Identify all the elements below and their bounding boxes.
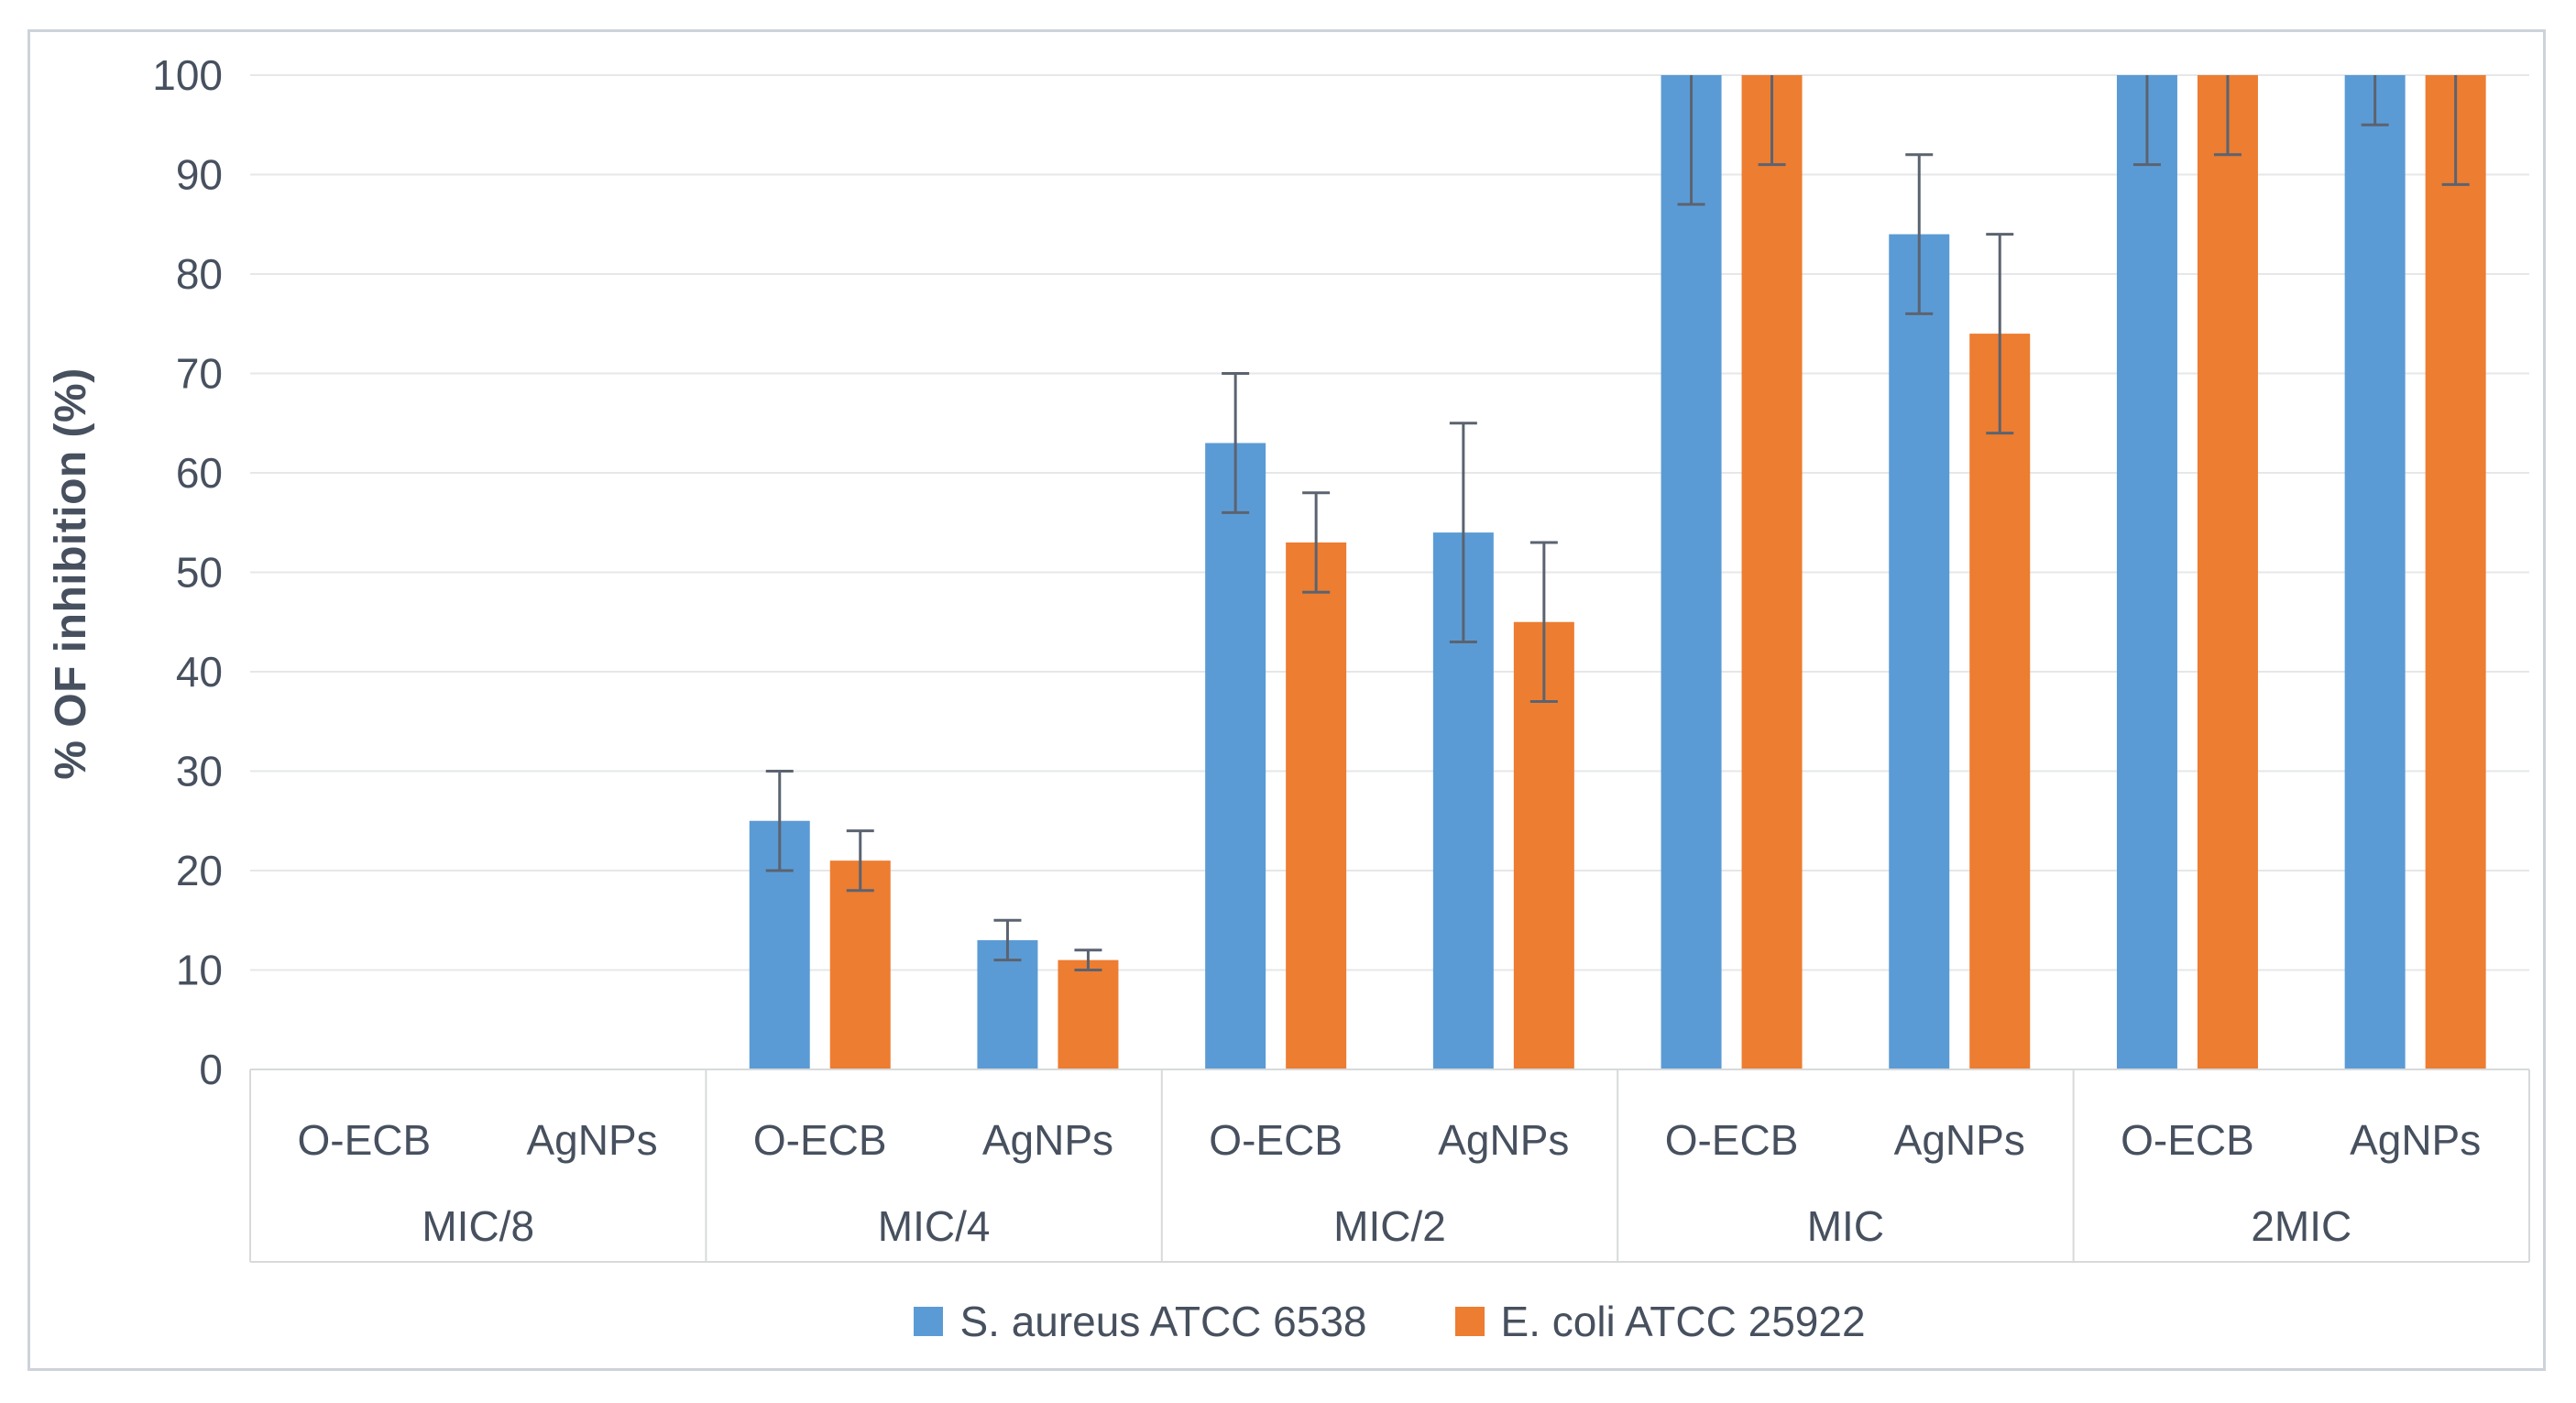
x-group-label-MIC/2: MIC/2 bbox=[1333, 1202, 1446, 1250]
y-axis-title: % OF inhibition (%) bbox=[47, 367, 95, 780]
bar-saureus-MIC/2-O-ECB bbox=[1205, 443, 1266, 1069]
legend-item-e-coli: E. coli ATCC 25922 bbox=[1454, 1297, 1866, 1346]
y-tick-label-40: 40 bbox=[176, 648, 223, 696]
y-tick-label-70: 70 bbox=[176, 350, 223, 398]
y-tick-label-90: 90 bbox=[176, 151, 223, 199]
x-sublabel-MIC/8-O-ECB: O-ECB bbox=[298, 1116, 432, 1164]
y-tick-label-10: 10 bbox=[176, 947, 223, 994]
y-tick-label-100: 100 bbox=[152, 51, 223, 99]
bar-ecoli-MIC/2-O-ECB bbox=[1286, 542, 1347, 1069]
x-sublabel-MIC/8-AgNPs: AgNPs bbox=[526, 1116, 657, 1164]
legend: S. aureus ATCC 6538 E. coli ATCC 25922 bbox=[250, 1287, 2529, 1356]
bar-saureus-2MIC-O-ECB bbox=[2116, 75, 2177, 1069]
bar-ecoli-MIC/4-O-ECB bbox=[829, 860, 891, 1069]
bar-saureus-MIC-O-ECB bbox=[1661, 75, 1722, 1069]
x-sublabel-2MIC-AgNPs: AgNPs bbox=[2350, 1116, 2481, 1164]
y-tick-label-0: 0 bbox=[199, 1046, 223, 1093]
y-tick-label-60: 60 bbox=[176, 449, 223, 497]
x-sublabel-MIC-AgNPs: AgNPs bbox=[1894, 1116, 2025, 1164]
bar-ecoli-2MIC-O-ECB bbox=[2197, 75, 2258, 1069]
bar-saureus-MIC-AgNPs bbox=[1889, 234, 1950, 1070]
x-group-label-MIC/4: MIC/4 bbox=[878, 1202, 991, 1250]
legend-label-e-coli: E. coli ATCC 25922 bbox=[1500, 1298, 1866, 1345]
y-tick-label-80: 80 bbox=[176, 250, 223, 298]
x-group-label-MIC: MIC bbox=[1807, 1202, 1884, 1250]
y-tick-label-20: 20 bbox=[176, 847, 223, 894]
y-tick-label-50: 50 bbox=[176, 549, 223, 597]
x-sublabel-MIC/4-AgNPs: AgNPs bbox=[982, 1116, 1113, 1164]
bar-ecoli-MIC/4-AgNPs bbox=[1058, 959, 1119, 1069]
x-sublabel-MIC/4-O-ECB: O-ECB bbox=[753, 1116, 887, 1164]
x-sublabel-MIC/2-O-ECB: O-ECB bbox=[1209, 1116, 1343, 1164]
x-sublabel-MIC-O-ECB: O-ECB bbox=[1665, 1116, 1799, 1164]
bar-ecoli-MIC-O-ECB bbox=[1741, 75, 1803, 1069]
y-tick-label-30: 30 bbox=[176, 748, 223, 795]
legend-swatch-e-coli-icon bbox=[1454, 1307, 1485, 1336]
legend-label-s-aureus: S. aureus ATCC 6538 bbox=[959, 1298, 1367, 1345]
bar-saureus-MIC/4-AgNPs bbox=[977, 939, 1038, 1069]
x-group-label-MIC/8: MIC/8 bbox=[422, 1202, 534, 1250]
legend-item-s-aureus: S. aureus ATCC 6538 bbox=[914, 1297, 1367, 1346]
x-sublabel-MIC/2-AgNPs: AgNPs bbox=[1438, 1116, 1569, 1164]
bar-ecoli-MIC-AgNPs bbox=[1969, 334, 2031, 1070]
x-group-label-2MIC: 2MIC bbox=[2251, 1202, 2351, 1250]
legend-swatch-s-aureus-icon bbox=[914, 1307, 944, 1336]
bar-ecoli-2MIC-AgNPs bbox=[2425, 75, 2486, 1069]
bar-saureus-2MIC-AgNPs bbox=[2344, 75, 2406, 1069]
x-sublabel-2MIC-O-ECB: O-ECB bbox=[2121, 1116, 2254, 1164]
